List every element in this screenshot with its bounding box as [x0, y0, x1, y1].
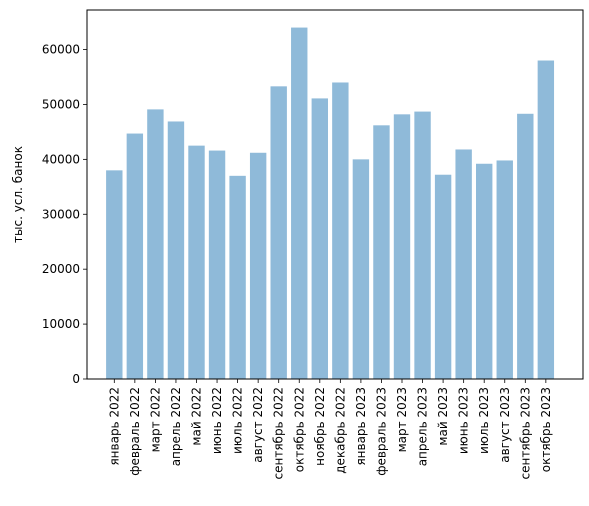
bar-7: [249, 152, 267, 379]
y-tick-label-1: 10000: [42, 317, 80, 331]
y-tick-label-5: 50000: [42, 97, 80, 111]
bar-8: [270, 86, 287, 379]
x-tick-label-6: июль 2022: [231, 387, 245, 454]
bar-2: [147, 109, 164, 379]
x-tick-label-18: июль 2023: [477, 387, 491, 454]
bar-9: [291, 27, 308, 379]
bar-4: [188, 145, 205, 379]
x-tick-label-13: февраль 2023: [374, 387, 388, 476]
x-tick-label-9: октябрь 2022: [292, 387, 306, 472]
y-tick-label-3: 30000: [42, 207, 80, 221]
bar-1: [126, 133, 144, 379]
bar-15: [414, 111, 431, 379]
x-tick-label-15: апрель 2023: [416, 387, 430, 466]
x-tick-label-7: август 2022: [251, 387, 265, 463]
bar-11: [332, 82, 349, 379]
y-tick-label-2: 20000: [42, 262, 80, 276]
x-tick-label-4: май 2022: [190, 387, 204, 446]
y-tick-label-6: 60000: [42, 43, 80, 57]
bar-17: [455, 149, 472, 379]
y-tick-label-4: 40000: [42, 152, 80, 166]
x-tick-label-3: апрель 2022: [169, 387, 183, 466]
plot-frame: [86, 9, 584, 380]
y-axis-label: тыс. усл. банок: [11, 146, 25, 243]
x-tick-label-21: октябрь 2023: [539, 387, 553, 472]
bar-19: [496, 160, 513, 379]
bar-10: [311, 98, 328, 379]
bar-21: [537, 60, 555, 380]
bar-3: [167, 121, 185, 379]
x-tick-label-17: июнь 2023: [457, 387, 471, 454]
x-tick-label-14: март 2023: [395, 387, 409, 452]
bar-16: [434, 174, 452, 379]
bar-20: [517, 113, 534, 379]
bars-group: [106, 27, 555, 380]
x-tick-label-16: май 2023: [436, 387, 450, 446]
bar-12: [352, 159, 370, 379]
x-tick-label-12: январь 2023: [354, 387, 368, 466]
x-tick-label-11: декабрь 2022: [333, 387, 347, 474]
bar-14: [393, 114, 411, 379]
bar-0: [106, 170, 123, 379]
x-tick-label-8: сентябрь 2022: [272, 387, 286, 479]
bar-6: [229, 175, 246, 379]
x-tick-label-19: август 2023: [498, 387, 512, 463]
bar-18: [476, 163, 493, 379]
y-axis: 0 10000 20000 30000 40000 50000 60000: [42, 43, 87, 386]
x-axis: январь 2022 февраль 2022 март 2022 апрель 2…: [107, 379, 553, 479]
x-tick-label-2: март 2022: [148, 387, 162, 452]
bar-13: [373, 125, 390, 379]
x-tick-label-1: февраль 2022: [128, 387, 142, 476]
y-tick-label-0: 0: [72, 372, 80, 386]
x-tick-label-10: ноябрь 2022: [313, 387, 327, 466]
x-tick-label-0: январь 2022: [107, 387, 121, 466]
x-tick-label-20: сентябрь 2023: [518, 387, 532, 479]
bar-5: [208, 150, 226, 379]
x-tick-label-5: июнь 2022: [210, 387, 224, 454]
